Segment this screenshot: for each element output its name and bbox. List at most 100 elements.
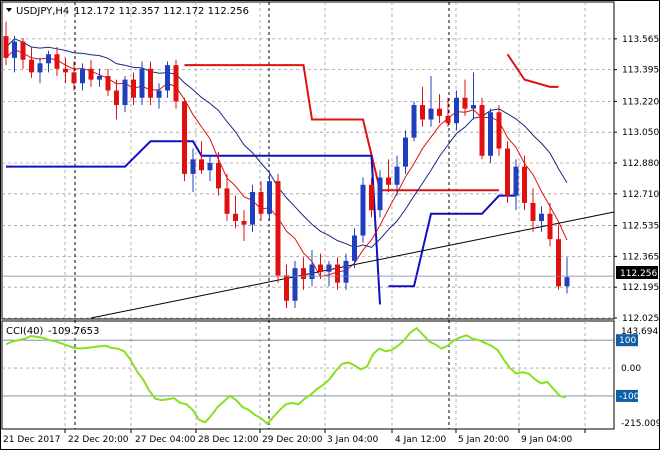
candle-body xyxy=(105,76,111,91)
candle-body xyxy=(309,264,315,280)
time-tick-label: 3 Jan 04:00 xyxy=(327,435,379,445)
candle-body xyxy=(20,41,26,60)
candle-body xyxy=(54,54,60,69)
candle-body xyxy=(114,90,119,106)
candle-body xyxy=(224,188,230,214)
cci-tick-label: -100 xyxy=(619,392,640,402)
time-tick-label: 29 Dec 20:00 xyxy=(262,435,323,445)
price-tick-label: 112.365 xyxy=(622,252,659,262)
time-tick-label: 4 Jan 12:00 xyxy=(395,435,447,445)
price-tick-label: 112.710 xyxy=(622,190,659,200)
candle-body xyxy=(360,184,366,236)
price-tick-label: 113.395 xyxy=(622,66,659,76)
candle-body xyxy=(233,213,238,222)
grid-lines xyxy=(2,2,614,429)
cci-level-tag xyxy=(616,334,638,347)
upper-band-a xyxy=(184,64,499,192)
candle-body xyxy=(12,41,17,58)
chart-header: USDJPY,H4 112.172 112.357 112.172 112.25… xyxy=(6,6,249,17)
main-pane[interactable] xyxy=(1,1,615,320)
candle-body xyxy=(80,68,85,84)
time-axis: 21 Dec 2017 22 Dec 20:00 27 Dec 04:00 28 De… xyxy=(3,429,586,445)
candle-body xyxy=(530,202,536,222)
candle-body xyxy=(411,105,417,138)
time-separators xyxy=(74,2,450,429)
cci-name: CCI(40) xyxy=(6,326,44,337)
candle-body xyxy=(131,79,136,98)
lower-band-b xyxy=(388,194,516,288)
time-tick-label: 28 Dec 12:00 xyxy=(198,435,259,445)
candle-body xyxy=(547,213,553,240)
candle-body xyxy=(173,65,179,102)
candle-body xyxy=(182,101,187,174)
candle-body xyxy=(564,277,570,287)
time-tick-label: 5 Jan 20:00 xyxy=(458,435,510,445)
candle-body xyxy=(522,166,527,203)
candle-body xyxy=(454,97,459,124)
cci-line xyxy=(5,326,567,426)
candle-body xyxy=(386,177,391,185)
candle-body xyxy=(37,63,43,73)
candle-body xyxy=(488,112,493,156)
time-tick-label: 22 Dec 20:00 xyxy=(68,435,129,445)
candle-body xyxy=(241,221,247,225)
cci-tick-label: 143.6942 xyxy=(621,327,660,337)
candle-body xyxy=(403,137,408,167)
cci-tick-label: 100 xyxy=(619,336,636,346)
candle-body xyxy=(258,192,264,214)
price-tick-label: 112.880 xyxy=(622,159,659,169)
ohlc-values: 112.172 112.357 112.172 112.256 xyxy=(74,6,249,17)
candle-body xyxy=(97,76,102,80)
price-tick-label: 113.050 xyxy=(622,128,659,138)
candle-body xyxy=(165,65,170,91)
cci-pane[interactable] xyxy=(1,320,615,430)
candle-body xyxy=(556,239,561,287)
bands-layer xyxy=(6,53,559,305)
dropdown-triangle-icon[interactable] xyxy=(6,8,12,12)
time-tick-label: 21 Dec 2017 xyxy=(3,435,61,445)
trendline[interactable] xyxy=(90,211,615,319)
price-tick-label: 113.565 xyxy=(622,35,659,45)
time-tick-label: 27 Dec 04:00 xyxy=(135,435,196,445)
candle-body xyxy=(539,213,544,222)
candle-body xyxy=(156,90,162,98)
cci-value: -109.7653 xyxy=(48,326,99,337)
candle-body xyxy=(437,108,442,116)
current-price-label: 112.256 xyxy=(620,269,657,279)
price-tick-label: 112.535 xyxy=(622,222,659,232)
cci-header: CCI(40) -109.7653 xyxy=(6,326,99,337)
candle-body xyxy=(428,108,434,120)
time-tick-label: 9 Jan 04:00 xyxy=(521,435,573,445)
candle-body xyxy=(190,159,196,174)
candle-body xyxy=(292,268,298,301)
price-axis: 113.565 113.395 113.220 113.050 112.880 112.7… xyxy=(614,35,659,324)
candle-body xyxy=(326,264,332,272)
candle-body xyxy=(505,148,510,196)
candle-body xyxy=(275,181,281,276)
candle-body xyxy=(445,115,451,124)
candle-body xyxy=(513,166,519,196)
candle-body xyxy=(420,105,425,120)
candle-body xyxy=(301,268,306,280)
trendline-line[interactable] xyxy=(90,211,615,319)
cci-tick-label: 0.00 xyxy=(621,364,641,374)
price-tick-label: 112.195 xyxy=(622,283,659,293)
symbol-label: USDJPY,H4 xyxy=(16,6,69,17)
price-tick-label: 112.025 xyxy=(622,314,659,324)
candle-body xyxy=(88,68,94,80)
candle-body xyxy=(369,184,374,211)
candle-body xyxy=(394,166,400,185)
candle-body xyxy=(462,97,468,109)
candle-body xyxy=(318,264,323,272)
cci-layer xyxy=(2,326,614,426)
candle-body xyxy=(63,68,68,73)
cci-level-tag xyxy=(616,389,638,402)
candle-body xyxy=(267,181,272,214)
candles-layer xyxy=(3,21,570,309)
candle-body xyxy=(496,112,502,149)
candle-body xyxy=(471,105,476,109)
candle-body xyxy=(479,105,485,156)
candle-body xyxy=(3,36,9,58)
